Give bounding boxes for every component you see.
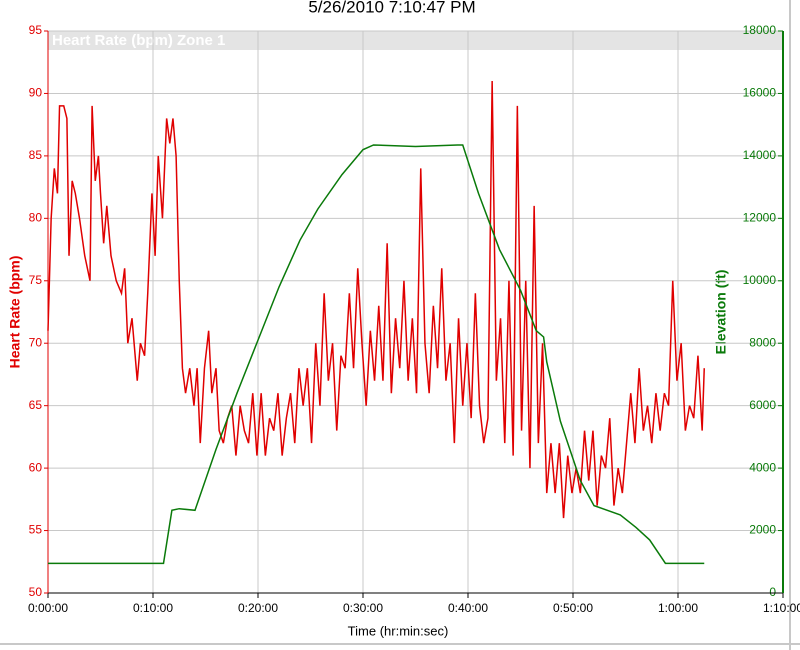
y2-tick-label: 14000 bbox=[743, 148, 777, 162]
y2-tick-label: 18000 bbox=[743, 23, 777, 37]
y-tick-label: 60 bbox=[29, 460, 43, 474]
y-tick-label: 80 bbox=[29, 211, 43, 225]
x-tick-label: 0:30:00 bbox=[343, 601, 383, 615]
y-tick-label: 85 bbox=[29, 148, 43, 162]
y2-tick-label: 8000 bbox=[749, 335, 776, 349]
y-tick-label: 95 bbox=[29, 23, 43, 37]
x-tick-label: 0:00:00 bbox=[28, 601, 68, 615]
y2-tick-label: 10000 bbox=[743, 273, 777, 287]
y2-tick-label: 2000 bbox=[749, 523, 776, 537]
y-tick-label: 65 bbox=[29, 398, 43, 412]
zone-label: Heart Rate (bpm) Zone 1 bbox=[52, 32, 225, 49]
zone-band bbox=[48, 31, 783, 50]
y-tick-label: 70 bbox=[29, 335, 43, 349]
chart-title: 5/26/2010 7:10:47 PM bbox=[308, 0, 475, 16]
series-line bbox=[47, 80, 705, 519]
y-tick-label: 55 bbox=[29, 523, 43, 537]
x-tick-label: 1:00:00 bbox=[658, 601, 698, 615]
x-tick-label: 0:50:00 bbox=[553, 601, 593, 615]
x-tick-label: 1:10:00 bbox=[763, 601, 800, 615]
y2-tick-label: 0 bbox=[769, 585, 776, 599]
series-line bbox=[48, 144, 705, 565]
x-tick-label: 0:10:00 bbox=[133, 601, 173, 615]
y2-tick-label: 4000 bbox=[749, 460, 776, 474]
y-axis-label: Heart Rate (bpm) bbox=[7, 256, 23, 369]
x-tick-label: 0:40:00 bbox=[448, 601, 488, 615]
x-axis-label: Time (hr:min:sec) bbox=[348, 623, 449, 638]
y-tick-label: 50 bbox=[29, 585, 43, 599]
y2-tick-label: 12000 bbox=[743, 211, 777, 225]
y2-axis-label: Elevation (ft) bbox=[713, 270, 729, 355]
y2-tick-label: 6000 bbox=[749, 398, 776, 412]
y-tick-label: 90 bbox=[29, 86, 43, 100]
x-tick-label: 0:20:00 bbox=[238, 601, 278, 615]
y2-tick-label: 16000 bbox=[743, 86, 777, 100]
y-tick-label: 75 bbox=[29, 273, 43, 287]
